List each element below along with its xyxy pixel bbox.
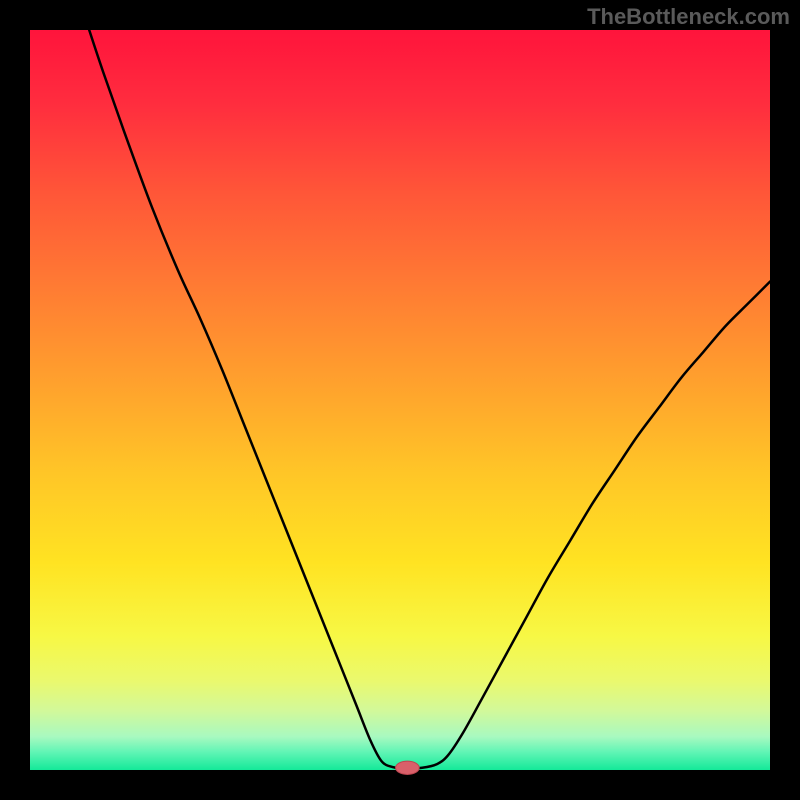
plot-gradient-background bbox=[30, 30, 770, 770]
chart-svg bbox=[0, 0, 800, 800]
chart-container: TheBottleneck.com bbox=[0, 0, 800, 800]
min-marker bbox=[396, 761, 420, 774]
